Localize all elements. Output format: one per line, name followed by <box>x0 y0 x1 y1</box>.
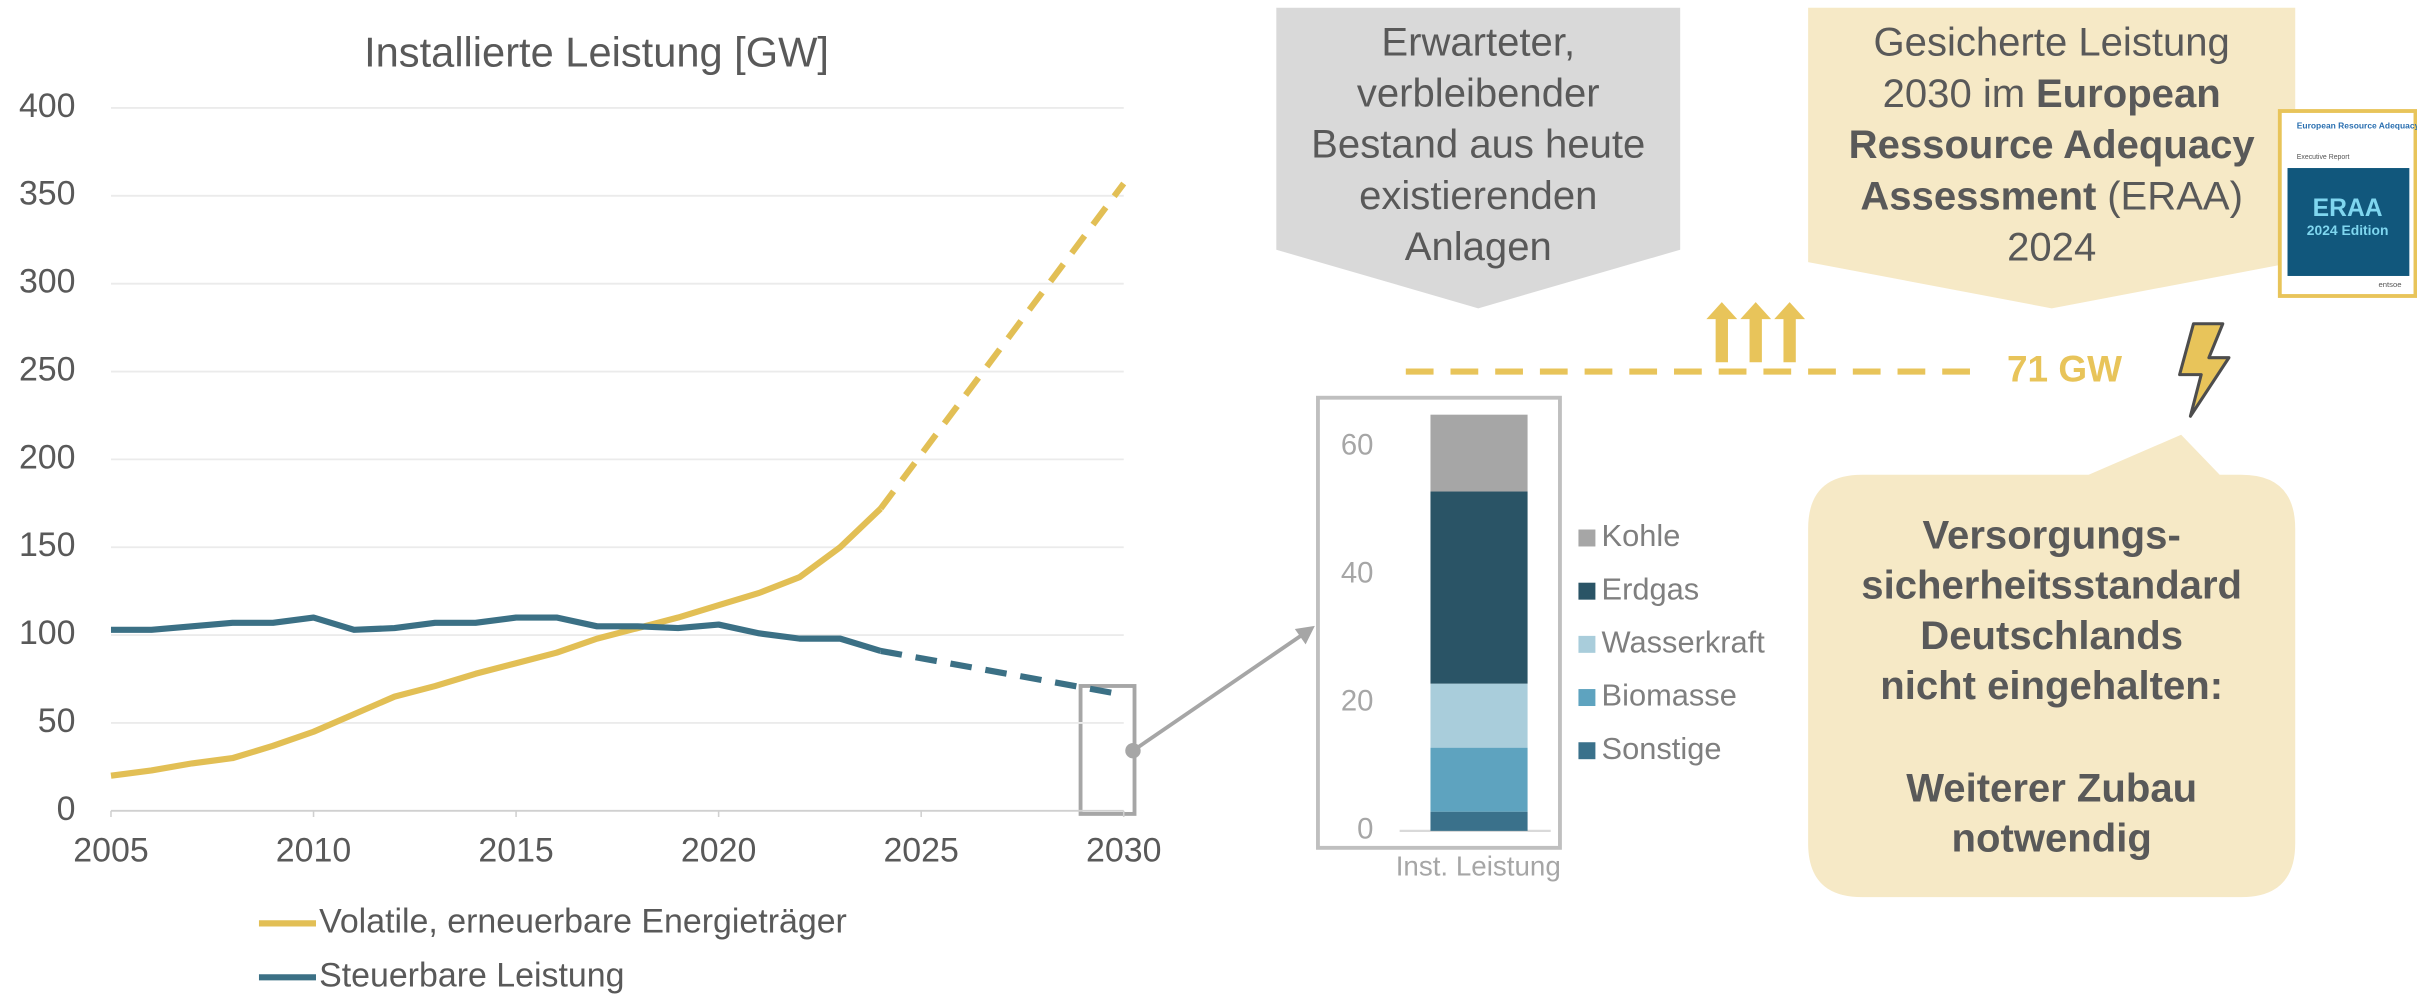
legend-swatch <box>1578 689 1595 706</box>
up-arrow <box>1706 302 1737 362</box>
connector-dot <box>1125 743 1140 758</box>
y-tick-label: 0 <box>1357 813 1373 846</box>
y-tick-label: 50 <box>38 702 76 740</box>
y-tick-label: 20 <box>1341 685 1374 718</box>
callout-line: Versorgungs- <box>1923 514 2181 558</box>
callout-line: Erwarteter, <box>1381 20 1575 64</box>
legend-label: Volatile, erneuerbare Energieträger <box>319 902 847 940</box>
y-tick-label: 40 <box>1341 556 1374 589</box>
up-arrows <box>1706 302 1805 362</box>
callout-segment: 2030 im <box>1883 71 2026 115</box>
y-tick-label: 60 <box>1341 428 1374 461</box>
x-tick-label: 2030 <box>1086 831 1161 869</box>
chart-title: Installierte Leistung [GW] <box>364 29 829 76</box>
callout-segment: Gesicherte Leistung <box>1874 20 2230 64</box>
callout-line: Gesicherte Leistung <box>1874 20 2230 64</box>
legend-label: Wasserkraft <box>1602 624 1766 659</box>
callout-line: Assessment(ERAA) <box>1860 174 2243 218</box>
category-label-box: Inst. Leistung <box>1395 848 1561 931</box>
legend-swatch <box>1578 636 1595 653</box>
callout-line: Deutschlands <box>1920 614 2183 658</box>
y-tick-label: 400 <box>19 87 76 125</box>
bar-segment <box>1430 415 1527 492</box>
cover-title: European Resource Adequacy Assessment <box>2297 121 2417 131</box>
callout-segment: (ERAA) <box>2107 174 2243 218</box>
callout-line: existierenden <box>1359 174 1597 218</box>
forecast-line <box>881 651 1124 695</box>
callout-line: sicherheitsstandard <box>1861 564 2242 608</box>
bar-segment <box>1430 492 1527 684</box>
callout-segment: Ressource Adequacy <box>1849 123 2256 167</box>
bar-segment <box>1430 748 1527 812</box>
legend-label: Biomasse <box>1602 678 1737 713</box>
x-tick-label: 2020 <box>681 831 756 869</box>
cover-logo: entsoe <box>2378 280 2401 289</box>
callout-line: Bestand aus heute <box>1311 123 1645 167</box>
callout-segment: European <box>2036 71 2221 115</box>
callout-segment: Assessment <box>1860 174 2096 218</box>
callout-line: notwendig <box>1952 816 2152 860</box>
callout-line: 2024 <box>2007 225 2096 269</box>
x-tick-label: Inst. Leistung <box>1395 848 1561 885</box>
callout-line: nicht eingehalten: <box>1880 664 2223 708</box>
y-tick-label: 350 <box>19 175 76 213</box>
callout-line: Ressource Adequacy <box>1849 123 2256 167</box>
connector <box>1133 634 1304 751</box>
legend-swatch <box>1578 742 1595 759</box>
legend-label: Sonstige <box>1602 731 1722 766</box>
bar-segment <box>1430 812 1527 831</box>
annotation: 71 GW <box>2007 348 2122 389</box>
callout-line: Anlagen <box>1405 225 1552 269</box>
connector-head <box>1295 626 1315 644</box>
x-tick-label: 2005 <box>73 831 148 869</box>
slide: Installierte Leistung [GW] Inst. Leistun… <box>0 0 2417 998</box>
cover-subtitle: Executive Report <box>2297 154 2350 161</box>
series-line <box>111 509 881 776</box>
report-cover: European Resource Adequacy Assessment Ex… <box>2280 111 2417 296</box>
legend-label: Steuerbare Leistung <box>319 956 624 994</box>
y-tick-label: 250 <box>19 350 76 388</box>
callout-standard: Versorgungs-sicherheitsstandard Deutschla… <box>1861 514 2242 861</box>
callout-line: Weiterer Zubau <box>1906 766 2197 810</box>
x-tick-label: 2025 <box>883 831 958 869</box>
page: { "chart_data": [ { "type": "line", "tit… <box>0 0 2417 998</box>
cover-badge: ERAA <box>2313 195 2383 222</box>
cover-edition: 2024 Edition <box>2307 222 2389 238</box>
y-tick-label: 200 <box>19 438 76 476</box>
x-tick-label: 2010 <box>276 831 351 869</box>
up-arrow <box>1740 302 1771 362</box>
y-tick-label: 100 <box>19 614 76 652</box>
legend-swatch <box>1578 530 1595 547</box>
bar-segment <box>1430 684 1527 748</box>
up-arrow <box>1774 302 1805 362</box>
x-tick-label: 2015 <box>478 831 553 869</box>
legend-label: Kohle <box>1602 518 1681 553</box>
legend-label: Erdgas <box>1602 571 1700 606</box>
y-tick-label: 0 <box>57 790 76 828</box>
lightning-icon <box>2180 324 2229 416</box>
y-tick-label: 300 <box>19 263 76 301</box>
callout-segment: 2024 <box>2007 225 2096 269</box>
y-tick-label: 150 <box>19 526 76 564</box>
legend-swatch <box>1578 583 1595 600</box>
callout-line: verbleibender <box>1357 71 1600 115</box>
